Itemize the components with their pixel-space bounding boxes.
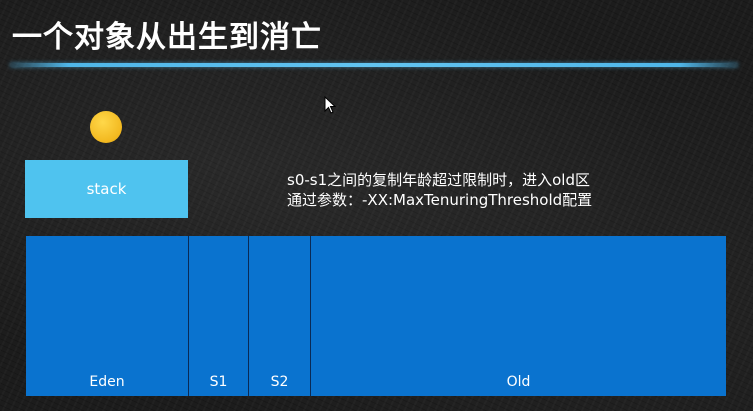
slide-title: 一个对象从出生到消亡 [12, 20, 322, 55]
note-text: s0-s1之间的复制年龄超过限制时，进入old区 通过参数：-XX:MaxTen… [287, 170, 592, 210]
mouse-pointer-icon [324, 96, 336, 114]
note-line-1: s0-s1之间的复制年龄超过限制时，进入old区 [287, 171, 590, 189]
heap-region-label: S1 [209, 374, 228, 390]
object-ball-icon [90, 111, 122, 143]
heap: Eden S1 S2 Old [26, 236, 726, 396]
heap-region-s2: S2 [249, 236, 311, 396]
heap-region-label: Old [506, 374, 531, 390]
stack-box: stack [25, 160, 188, 218]
heap-region-label: S2 [270, 374, 289, 390]
heap-region-old: Old [311, 236, 726, 396]
stack-label: stack [86, 180, 127, 198]
note-line-2: 通过参数：-XX:MaxTenuringThreshold配置 [287, 191, 593, 209]
heap-region-s1: S1 [189, 236, 249, 396]
title-divider [10, 63, 738, 67]
heap-region-eden: Eden [26, 236, 189, 396]
heap-region-label: Eden [89, 374, 125, 390]
